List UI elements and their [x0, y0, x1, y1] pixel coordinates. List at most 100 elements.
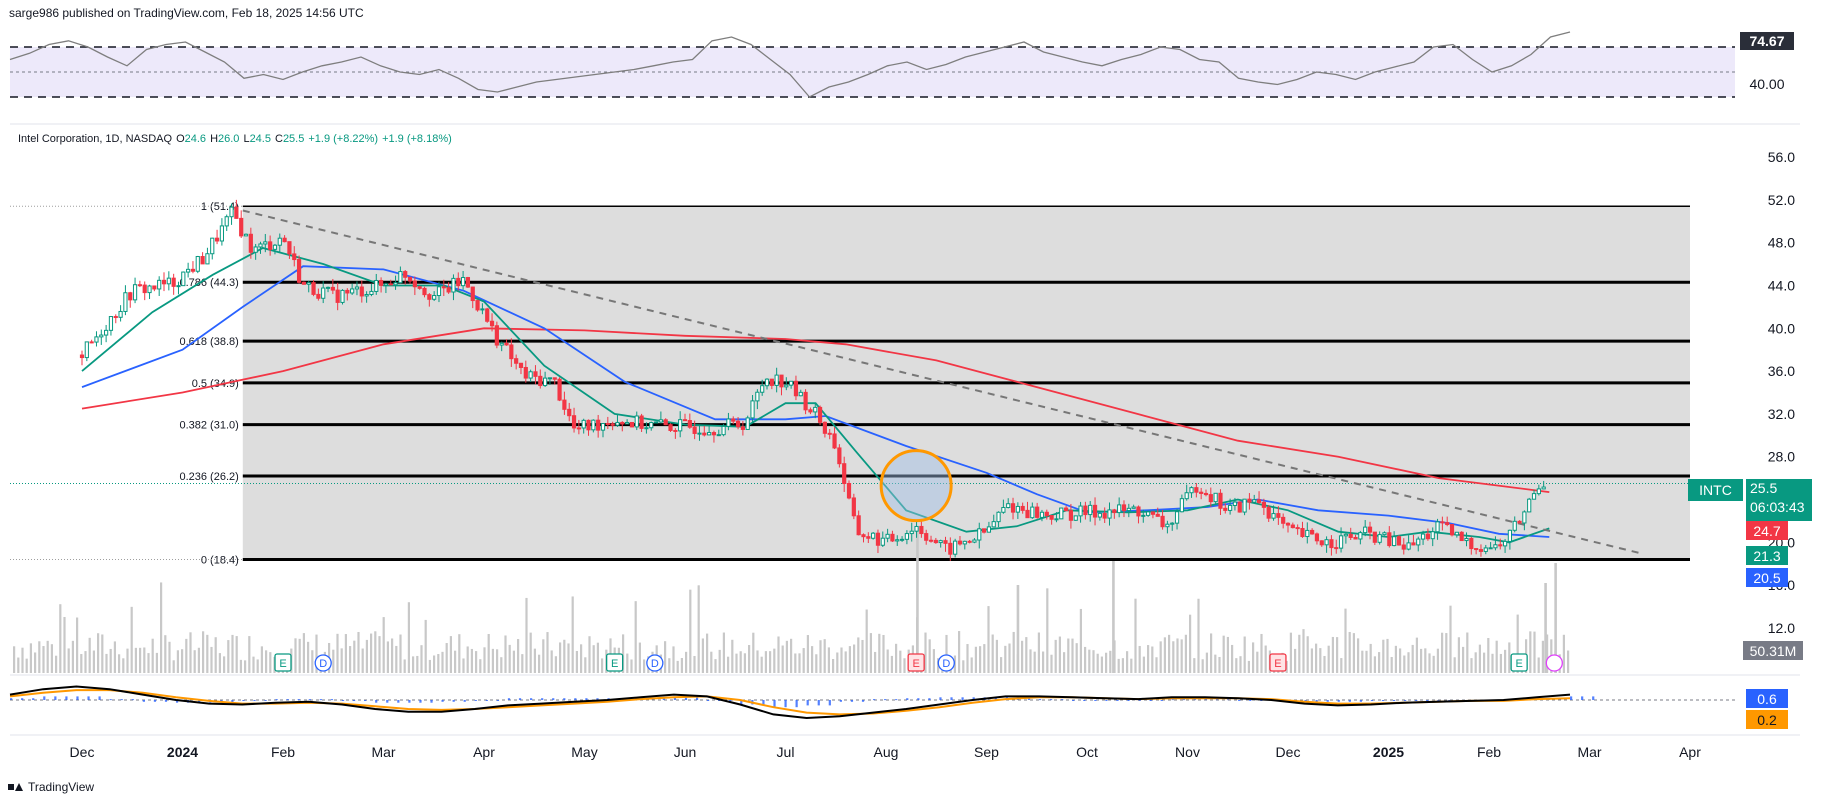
candle-body: [1199, 491, 1204, 494]
candle-body: [296, 259, 302, 283]
candle-body: [1112, 509, 1117, 514]
volume-bar: [1516, 614, 1519, 673]
volume-bar: [391, 638, 394, 673]
candle-body: [1363, 526, 1368, 534]
macd-histogram-bar: [939, 697, 942, 700]
candle-body: [316, 293, 321, 299]
volume-bar: [1235, 658, 1238, 673]
macd-histogram-bar: [275, 699, 278, 701]
price-axis-tick: 32.0: [1768, 406, 1795, 422]
candle-body: [1271, 513, 1276, 519]
volume-bar: [1382, 639, 1385, 673]
price-axis-tick: 36.0: [1768, 363, 1795, 379]
candle-body: [1252, 499, 1257, 503]
volume-bar: [1415, 637, 1418, 673]
volume-bar: [727, 656, 730, 673]
candle-body: [948, 542, 953, 555]
tradingview-brand[interactable]: TradingView: [8, 780, 94, 794]
volume-bar: [223, 656, 226, 673]
volume-bar: [1474, 652, 1477, 673]
fib-level-label: 0.382 (31.0): [179, 420, 238, 432]
time-axis-tick: Sep: [974, 744, 999, 760]
candle-body: [243, 233, 249, 237]
volume-bar: [1189, 614, 1192, 673]
earnings-marker-label: E: [279, 658, 286, 670]
fib-level-label: 0.618 (38.8): [179, 336, 238, 348]
volume-bar: [777, 636, 780, 673]
volume-bar: [46, 640, 49, 673]
candle-body: [306, 282, 311, 285]
volume-bar: [113, 641, 116, 673]
volume-bar: [189, 632, 192, 673]
candle-body: [456, 277, 461, 287]
macd-histogram-bar: [10, 698, 13, 700]
price-chart[interactable]: 74.67 40.00 1 (51.4) 0.786 (44.3) 0.618 (38.…: [0, 0, 1827, 770]
candle-body: [943, 540, 948, 544]
candle-body: [1454, 531, 1459, 536]
candle-body: [846, 483, 852, 499]
candle-body: [422, 287, 427, 296]
macd-histogram-bar: [98, 696, 101, 700]
candle-body: [1020, 505, 1025, 511]
volume-bar: [953, 655, 956, 673]
volume-bar: [437, 654, 440, 673]
fib-level-label: 0.5 (34.9): [192, 378, 239, 390]
volume-bar: [890, 655, 893, 673]
volume-bar: [101, 634, 104, 673]
signal-value-label: 0.2: [1757, 712, 1777, 728]
volume-bar: [601, 658, 604, 673]
candle-body: [885, 533, 890, 539]
volume-bar: [668, 658, 671, 673]
volume-bar: [722, 632, 725, 673]
volume-bar: [567, 643, 570, 673]
volume-bar: [626, 653, 629, 673]
volume-bar: [143, 647, 146, 673]
macd-histogram-bar: [950, 697, 953, 700]
volume-bar: [420, 645, 423, 673]
volume-bar: [172, 660, 175, 673]
candle-body: [543, 377, 548, 387]
candle-body: [1382, 532, 1387, 536]
candle-body: [132, 284, 138, 301]
volume-bar: [1449, 605, 1452, 673]
candle-body: [147, 285, 152, 294]
events-marker-icon: [1545, 654, 1563, 672]
candle-body: [1531, 493, 1537, 500]
volume-bar: [1159, 641, 1162, 673]
candle-body: [866, 536, 871, 539]
volume-bar: [1050, 654, 1053, 673]
candle-body: [972, 539, 977, 543]
volume-bar: [1247, 660, 1250, 673]
candle-body: [813, 406, 818, 413]
candle-body: [1488, 547, 1493, 550]
candle-body: [1324, 539, 1329, 546]
candle-body: [239, 217, 244, 237]
macd-histogram-bar: [1227, 699, 1230, 701]
volume-bar: [458, 634, 461, 673]
volume-bar: [1079, 608, 1082, 673]
volume-bar: [1373, 656, 1376, 673]
candle-body: [890, 533, 895, 542]
volume-bar: [500, 657, 503, 673]
volume-bar: [92, 650, 95, 673]
candle-body: [967, 540, 972, 543]
volume-bar: [1180, 639, 1183, 673]
macd-histogram-bar: [872, 699, 876, 701]
candle-body: [1285, 522, 1291, 526]
candle-body: [533, 371, 538, 377]
time-axis-tick: Oct: [1076, 744, 1098, 760]
macd-histogram-bar: [120, 699, 123, 701]
volume-bar: [1310, 648, 1313, 673]
volume-bar: [1004, 645, 1007, 673]
volume-bar: [1436, 648, 1439, 673]
volume-bar: [1504, 649, 1507, 673]
candle-body: [547, 377, 553, 380]
time-axis-tick: Jul: [777, 744, 795, 760]
volume-spike: [1016, 585, 1020, 673]
time-axis-tick: 2024: [167, 744, 198, 760]
volume-bar: [1243, 636, 1246, 673]
volume-bar: [160, 582, 163, 673]
volume-bar: [928, 639, 931, 673]
volume-bar: [571, 596, 574, 673]
volume-bar: [1445, 633, 1448, 673]
